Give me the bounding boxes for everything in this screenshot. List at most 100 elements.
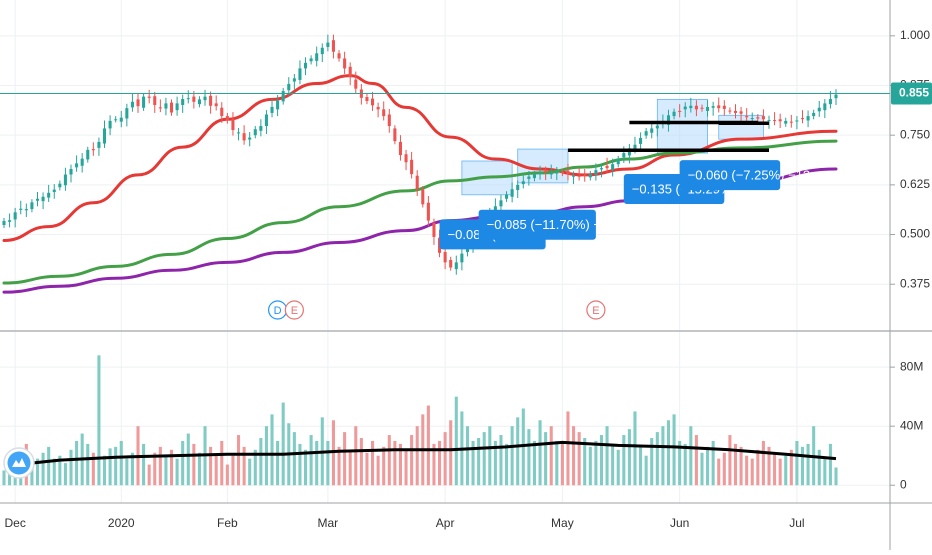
candle[interactable] — [650, 121, 654, 139]
measure-label[interactable]: −0.085 (−11.70%) −17 — [478, 209, 616, 240]
candle[interactable] — [521, 173, 525, 189]
candle[interactable] — [309, 55, 313, 65]
candle[interactable] — [454, 255, 458, 275]
candle[interactable] — [672, 108, 676, 120]
range-box[interactable] — [656, 99, 708, 154]
candle[interactable] — [583, 168, 587, 182]
candle[interactable] — [588, 170, 592, 181]
event-marker[interactable]: D — [268, 300, 288, 320]
candle[interactable] — [365, 93, 369, 105]
candle[interactable] — [806, 110, 810, 128]
candle[interactable] — [432, 218, 436, 245]
candle[interactable] — [19, 200, 23, 215]
candle[interactable] — [24, 203, 28, 218]
candle[interactable] — [209, 91, 213, 114]
candle[interactable] — [817, 101, 821, 117]
candle[interactable] — [125, 103, 129, 127]
tradingview-logo[interactable] — [3, 447, 35, 479]
candle[interactable] — [58, 180, 62, 191]
candle[interactable] — [745, 108, 749, 122]
candle[interactable] — [739, 106, 743, 122]
candle[interactable] — [63, 167, 67, 191]
candle[interactable] — [264, 110, 268, 134]
candle[interactable] — [80, 153, 84, 173]
candle[interactable] — [421, 186, 425, 208]
candle[interactable] — [789, 114, 793, 128]
candle[interactable] — [616, 155, 620, 168]
candle[interactable] — [722, 100, 726, 116]
candle[interactable] — [605, 157, 609, 173]
candle[interactable] — [773, 112, 777, 126]
candle[interactable] — [733, 104, 738, 119]
candle[interactable] — [320, 43, 324, 63]
candle[interactable] — [343, 51, 347, 74]
candle[interactable] — [516, 180, 520, 198]
candle[interactable] — [823, 99, 827, 119]
candle[interactable] — [577, 167, 581, 181]
candle[interactable] — [371, 91, 375, 111]
candle[interactable] — [639, 132, 643, 151]
candle[interactable] — [717, 97, 721, 113]
volume-ma-line[interactable] — [3, 440, 837, 468]
candle[interactable] — [778, 113, 782, 129]
candle[interactable] — [52, 184, 56, 199]
candle[interactable] — [253, 126, 257, 139]
candle[interactable] — [119, 110, 123, 128]
candle[interactable] — [678, 104, 682, 118]
candle[interactable] — [800, 110, 805, 124]
candle[interactable] — [532, 170, 537, 182]
candle[interactable] — [298, 60, 302, 85]
candle[interactable] — [220, 102, 224, 123]
candle[interactable] — [644, 128, 648, 139]
candle[interactable] — [197, 96, 201, 108]
candle[interactable] — [572, 171, 576, 185]
volume-axis[interactable]: 80M 40M 0 — [890, 359, 923, 491]
candle[interactable] — [443, 246, 447, 270]
candle[interactable] — [560, 168, 564, 177]
candle[interactable] — [348, 62, 352, 86]
candle[interactable] — [287, 77, 291, 96]
candle[interactable] — [147, 89, 151, 104]
candle[interactable] — [276, 95, 280, 117]
candle[interactable] — [566, 163, 570, 181]
candle[interactable] — [505, 191, 509, 202]
candle[interactable] — [354, 71, 358, 94]
candle[interactable] — [248, 132, 252, 147]
candle[interactable] — [225, 112, 229, 124]
candle[interactable] — [549, 164, 553, 179]
candle[interactable] — [231, 112, 235, 136]
candle[interactable] — [164, 97, 168, 116]
candle[interactable] — [426, 195, 430, 227]
candle[interactable] — [192, 91, 196, 109]
candle[interactable] — [75, 155, 79, 172]
candle[interactable] — [828, 91, 832, 109]
candle[interactable] — [376, 102, 380, 118]
candle[interactable] — [102, 120, 107, 148]
ma-line-mid[interactable] — [2, 139, 838, 285]
candle[interactable] — [315, 46, 319, 67]
candle[interactable] — [700, 104, 704, 112]
candle[interactable] — [281, 87, 285, 105]
candle[interactable] — [415, 170, 419, 196]
ma-line-fast[interactable] — [2, 74, 838, 242]
candle[interactable] — [186, 90, 190, 104]
candle[interactable] — [382, 101, 386, 121]
candle[interactable] — [130, 93, 134, 112]
candle[interactable] — [13, 207, 17, 228]
event-marker[interactable]: E — [586, 300, 606, 320]
candle[interactable] — [689, 97, 693, 113]
candle[interactable] — [242, 125, 246, 145]
candle[interactable] — [91, 142, 95, 156]
candle[interactable] — [795, 116, 799, 130]
candle[interactable] — [599, 163, 604, 178]
time-axis[interactable]: Dec 2020 Feb Mar Apr May Jun Jul — [4, 516, 804, 530]
measure-label[interactable]: −0.060 (−7.25%) −12 — [679, 160, 811, 191]
candle[interactable] — [706, 100, 710, 117]
candle[interactable] — [270, 99, 274, 118]
candle[interactable] — [398, 135, 402, 161]
candle[interactable] — [2, 217, 6, 229]
candle[interactable] — [35, 192, 40, 207]
